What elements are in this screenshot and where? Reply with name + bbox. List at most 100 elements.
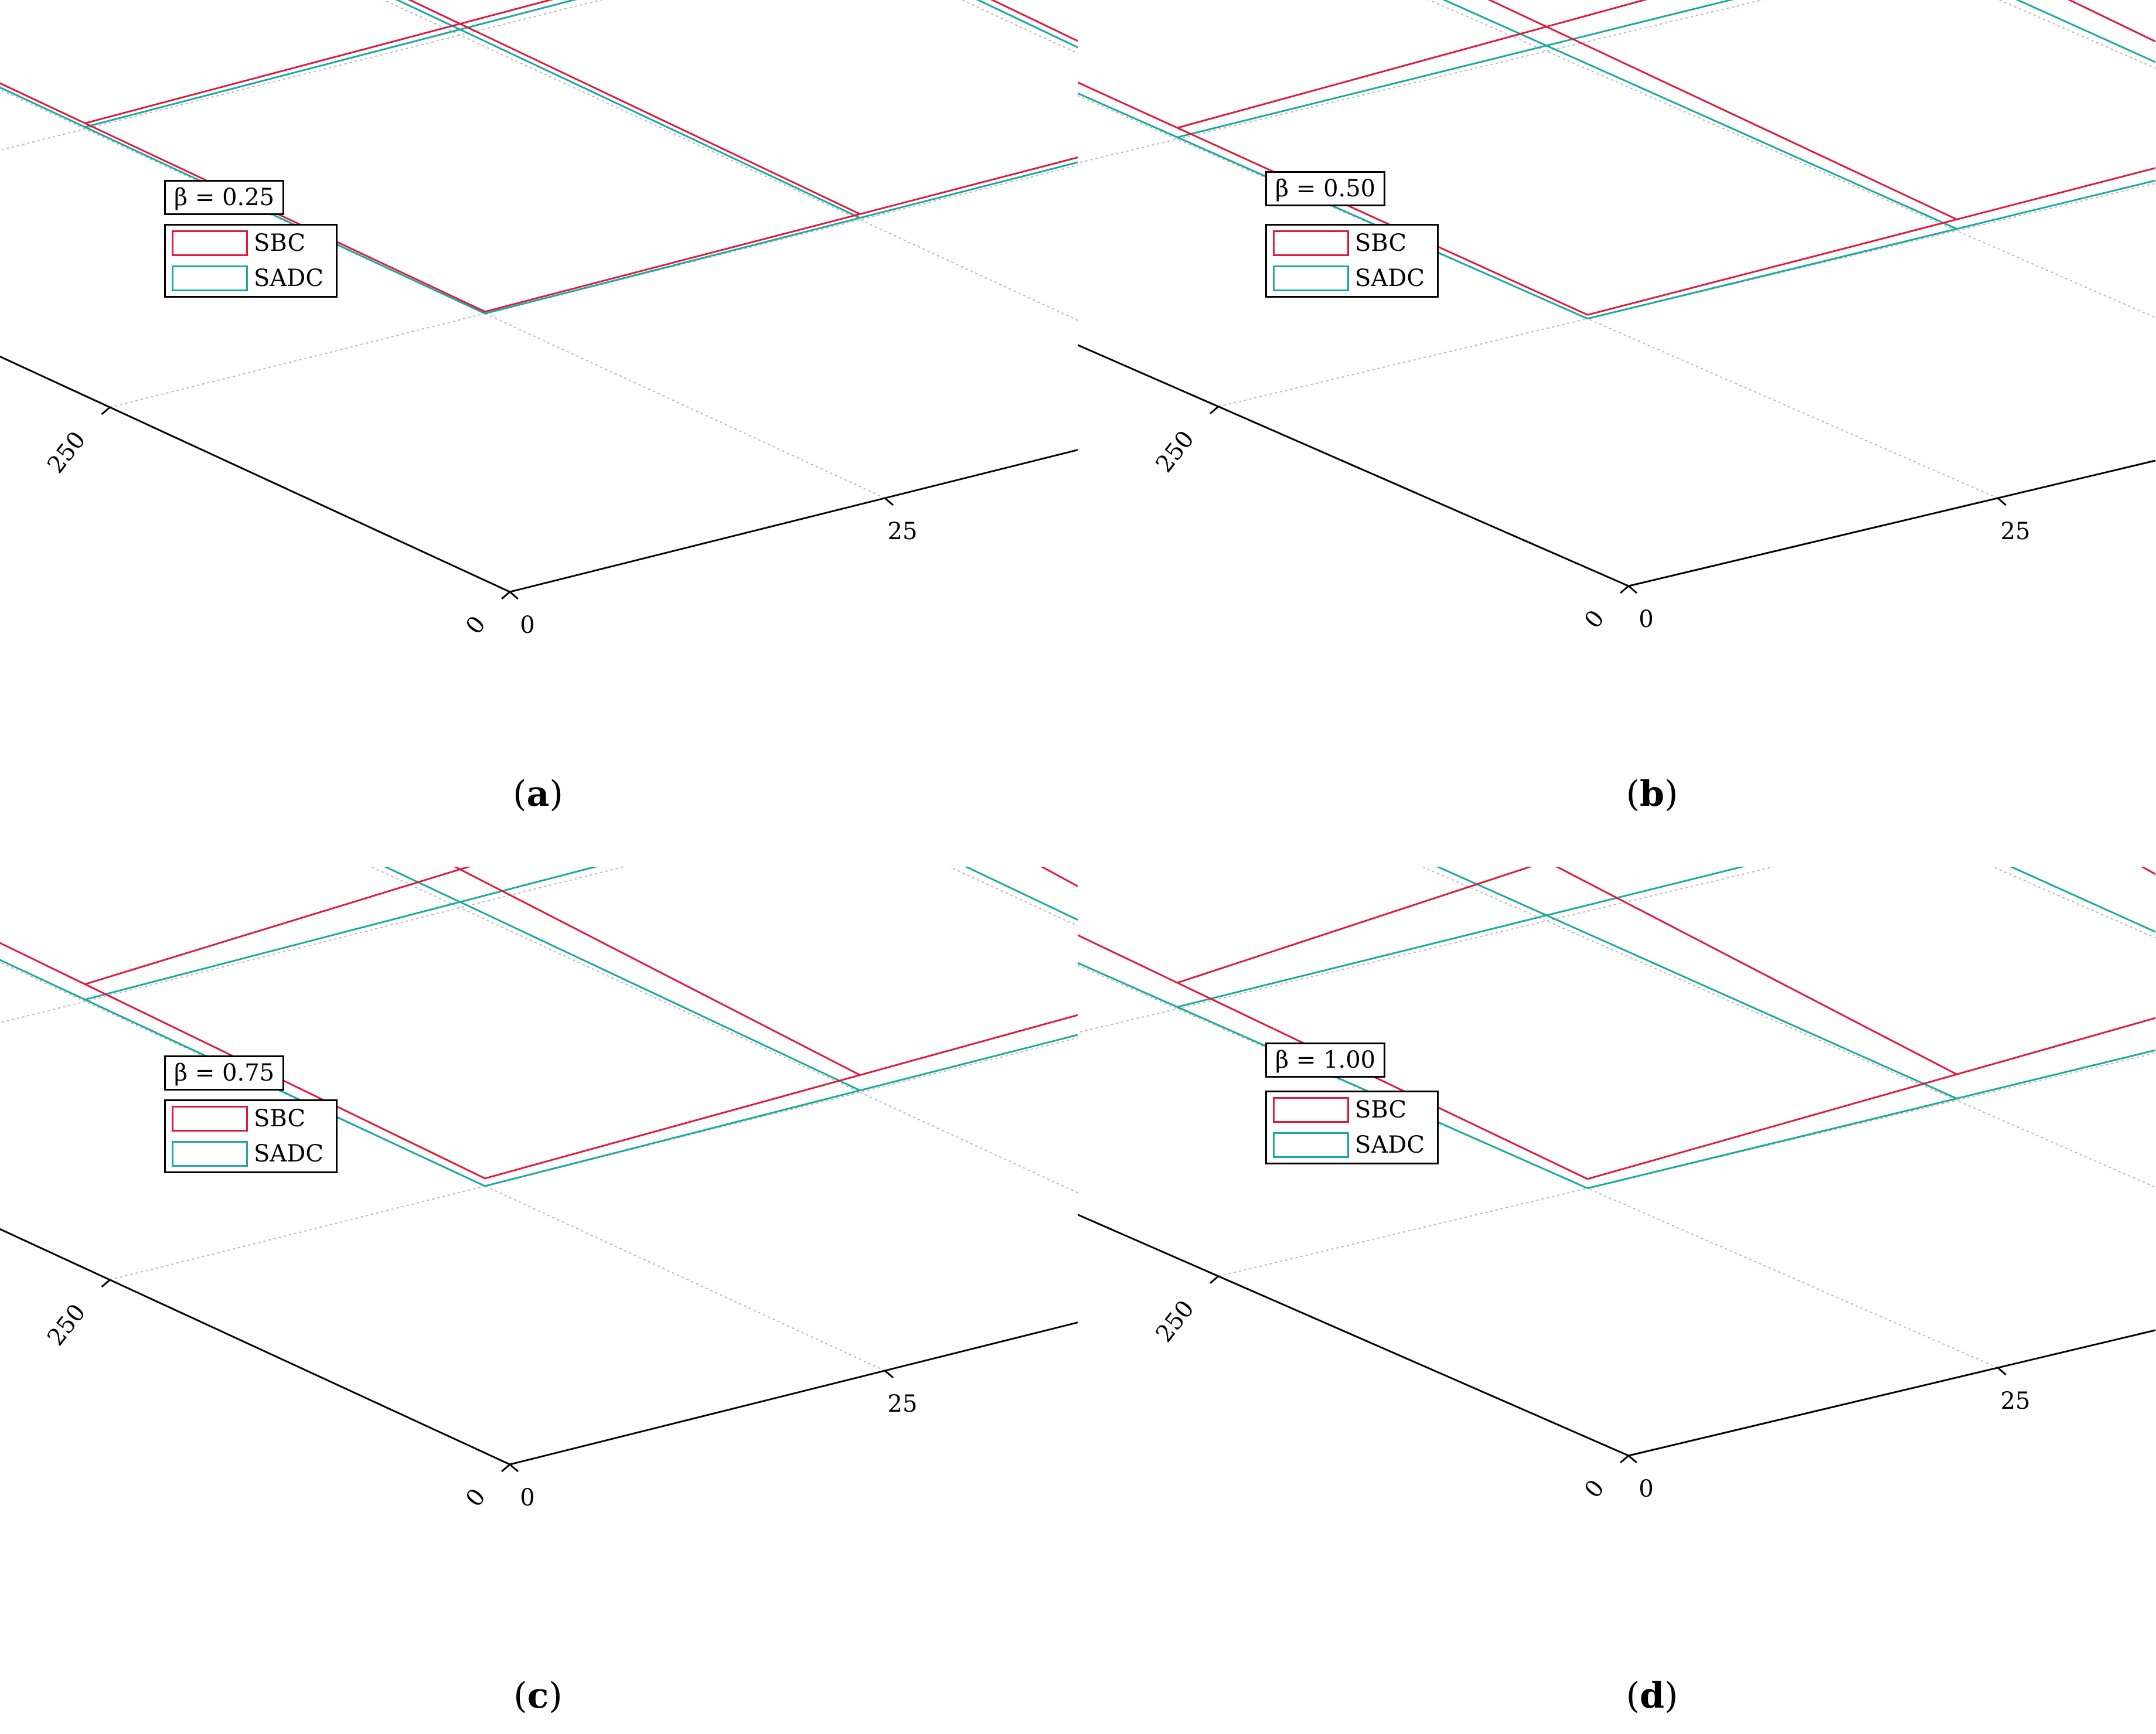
grid-line	[0, 867, 1078, 1089]
beta-label-b: β = 0.50	[1265, 171, 1386, 206]
surface-sbc	[1078, 867, 2155, 1180]
y-tick-label: 0	[1579, 1475, 1610, 1503]
mesh-line	[485, 156, 1078, 313]
mesh-line	[1177, 867, 1534, 984]
grid-line	[1078, 965, 1998, 1368]
mesh-line	[383, 867, 861, 1092]
y-tick	[1210, 1275, 1219, 1284]
grid-line	[360, 867, 1078, 902]
x-tick	[509, 591, 519, 600]
mesh-line	[1487, 0, 1957, 220]
grid-line	[509, 1321, 1078, 1465]
x-tick	[884, 1370, 894, 1379]
grid-line	[1628, 459, 2155, 587]
mesh-line	[485, 1034, 1078, 1187]
legend-item-sadc: SADC	[1267, 1127, 1437, 1163]
y-tick	[1210, 406, 1219, 414]
mesh-line	[395, 0, 861, 219]
grid-line	[369, 867, 1078, 1194]
x-tick	[1628, 1454, 1637, 1464]
legend-item-sadc: SADC	[166, 1136, 336, 1171]
mesh-line	[2068, 0, 2155, 43]
panel-caption-b: (b)	[1626, 774, 1678, 815]
mesh-line	[452, 867, 861, 1076]
mesh-line	[0, 867, 1078, 899]
mesh-line	[1435, 867, 1957, 1099]
grid-line	[1428, 0, 2155, 319]
surface-sadc	[0, 0, 1078, 315]
y-tick	[101, 406, 111, 415]
x-tick-label: 25	[888, 518, 918, 545]
beta-label-a: β = 0.25	[164, 180, 285, 215]
mesh-line	[1587, 167, 2155, 316]
grid-line	[360, 867, 1078, 902]
surface-sadc	[1078, 0, 2155, 320]
legend-item-sbc: SBC	[1267, 226, 1437, 261]
grid-line	[0, 867, 1078, 996]
x-tick	[1628, 585, 1637, 594]
x-tick-label: 25	[2001, 518, 2031, 545]
grid-line	[360, 0, 1078, 29]
mesh-line	[1040, 867, 1078, 888]
x-tick-label: 0	[1639, 606, 1653, 633]
mesh-line	[0, 867, 1078, 868]
grid-line	[1078, 867, 2155, 917]
x-axis-line	[1628, 459, 2155, 587]
y-tick-label: 0	[1579, 605, 1610, 633]
mesh-line	[1177, 0, 1734, 138]
grid-line	[0, 0, 1078, 38]
chart-panel-c: 0255075100125150025050075010001250150001…	[0, 867, 1078, 1733]
chart-panel-b: 0255075100125150025050075010001250150001…	[1078, 0, 2155, 867]
grid-line	[0, 0, 604, 151]
grid-line	[1078, 867, 1777, 1034]
mesh-line	[0, 942, 486, 1180]
axes	[1078, 344, 2155, 594]
mesh-line	[0, 959, 486, 1187]
grid-line	[1382, 867, 2155, 928]
x-tick	[1997, 1367, 2007, 1376]
y-tick-label: 0	[461, 611, 491, 639]
mesh-line	[1078, 867, 2155, 919]
legend-item-sadc: SADC	[1267, 261, 1437, 296]
legend-c: SBC SADC	[164, 1099, 338, 1173]
surface-sadc	[0, 867, 1078, 1187]
x-tick-label: 0	[520, 612, 534, 639]
x-tick	[884, 497, 894, 506]
mesh-line	[485, 1014, 1078, 1180]
y-tick-label: 250	[42, 427, 91, 478]
mesh-line	[1555, 867, 1957, 1075]
mesh-line	[84, 0, 577, 128]
grid-line	[360, 0, 1078, 29]
y-tick-label: 250	[1151, 1296, 1200, 1347]
chart-panel-d: 0255075100125150025050075010001250150001…	[1078, 867, 2155, 1733]
x-tick-label: 0	[1639, 1476, 1653, 1503]
legend-item-sadc: SADC	[166, 261, 336, 296]
grid-lines	[0, 867, 1078, 1465]
grid-line	[1382, 0, 2155, 59]
mesh-line	[84, 0, 554, 124]
grid-lines	[1078, 867, 2155, 1456]
x-tick-label: 25	[2001, 1388, 2031, 1415]
grid-line	[1078, 95, 1998, 499]
x-tick	[1997, 497, 2007, 506]
grid-line	[0, 867, 627, 1024]
x-axis-line	[509, 449, 1078, 593]
chart-b-svg: 0255075100125150025050075010001250150001…	[1078, 0, 2155, 633]
mesh-line	[2140, 867, 2155, 875]
beta-label-c: β = 0.75	[164, 1055, 285, 1091]
grid-lines	[0, 0, 1078, 592]
y-tick	[1620, 1454, 1629, 1464]
legend-a: SBC SADC	[164, 224, 338, 298]
grid-line	[1078, 0, 2155, 234]
grid-line	[1998, 0, 2155, 69]
mesh-line	[1078, 81, 1588, 316]
mesh-line	[1442, 0, 1957, 230]
x-axis-line	[509, 1321, 1078, 1466]
mesh-line	[1177, 0, 1648, 129]
grid-line	[0, 867, 1078, 911]
mesh-line	[84, 867, 472, 985]
y-tick-label: 250	[1151, 426, 1200, 478]
surface-sadc	[1078, 867, 2155, 1190]
mesh-line	[0, 86, 486, 315]
axes	[1078, 1214, 2155, 1464]
